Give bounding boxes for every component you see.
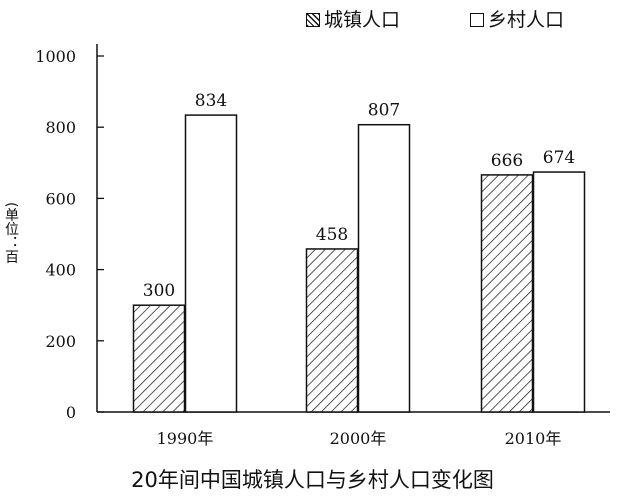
data-labels: 300 834 458 807 666 674	[143, 91, 575, 301]
legend-label-rural: 乡村人口	[488, 9, 565, 31]
legend-label-urban: 城镇人口	[324, 9, 401, 31]
y-tick-label: 0	[66, 403, 76, 422]
bar-urban	[132, 304, 186, 413]
data-label-urban: 300	[143, 281, 175, 301]
data-label-urban: 458	[316, 225, 348, 245]
y-tick-label: 400	[45, 261, 76, 280]
data-label-rural: 807	[368, 101, 400, 121]
data-label-urban: 666	[491, 151, 523, 171]
y-axis-label: (单位：百万)	[0, 202, 19, 264]
x-tick-label: 2000年	[330, 429, 387, 448]
x-tick-label: 1990年	[157, 429, 214, 448]
chart-title: 20年间中国城镇人口与乡村人口变化图	[131, 468, 494, 492]
bar-rural	[532, 171, 586, 413]
legend-swatch-hatched	[306, 13, 320, 27]
x-tick-label: 2010年	[505, 429, 562, 448]
legend-swatch-plain	[470, 13, 484, 27]
y-tick-label: 1000	[35, 47, 76, 66]
bars	[132, 114, 586, 413]
data-label-rural: 834	[195, 91, 227, 111]
y-tick-label: 800	[45, 118, 76, 137]
bar-rural	[357, 123, 411, 413]
chart-legend: 城镇人口 乡村人口	[0, 6, 625, 38]
y-tick-label: 600	[45, 189, 76, 208]
bar-urban	[305, 248, 359, 413]
bar-rural	[184, 114, 238, 413]
data-label-rural: 674	[543, 148, 575, 168]
legend-item-urban: 城镇人口	[306, 6, 400, 34]
bar-urban	[480, 174, 534, 413]
legend-item-rural: 乡村人口	[470, 6, 564, 34]
y-tick-label: 200	[45, 332, 76, 351]
